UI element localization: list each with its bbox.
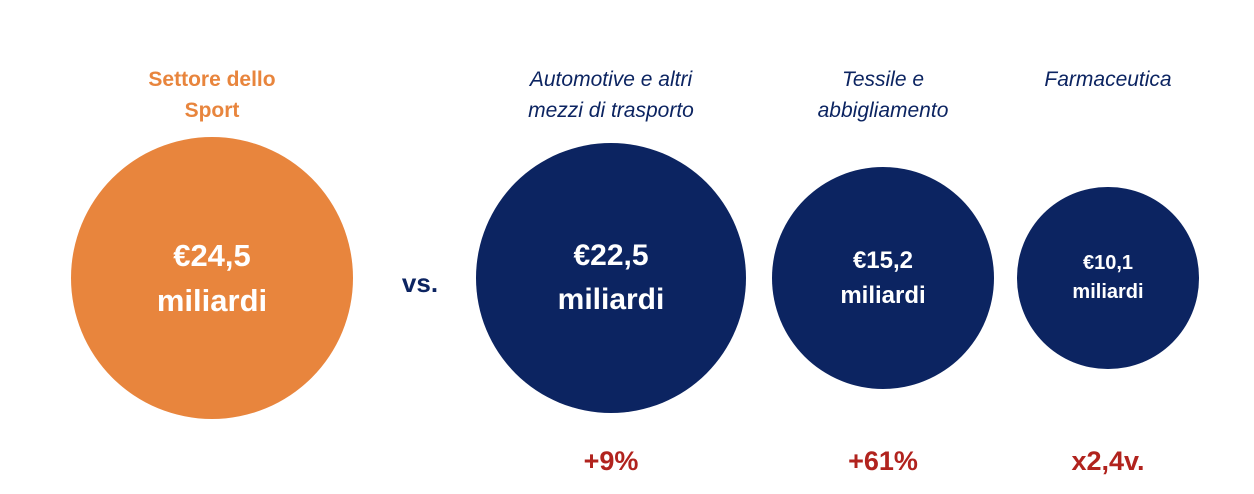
category-label: Settore dello Sport xyxy=(72,64,352,126)
bubble-value: €15,2 xyxy=(852,246,914,274)
bubble-value: €10,1 xyxy=(1082,251,1134,274)
category-label: Tessile e abbigliamento xyxy=(743,64,1023,126)
category-label: Automotive e altri mezzi di trasporto xyxy=(471,64,751,126)
category-label-line: Automotive e altri xyxy=(529,68,693,91)
bubble-value: €24,5 xyxy=(173,238,251,273)
bubble-unit: miliardi xyxy=(156,283,268,318)
bubble-unit: miliardi xyxy=(1072,280,1144,303)
value-bubble: €24,5 miliardi xyxy=(71,137,353,419)
delta-label: +61% xyxy=(848,446,918,476)
category-label-line: Sport xyxy=(184,99,240,122)
category-label-line: Tessile e xyxy=(841,68,925,91)
bubble-value: €22,5 xyxy=(573,238,649,272)
category-label: Farmaceutica xyxy=(968,64,1248,95)
category-label-line: abbigliamento xyxy=(817,99,949,122)
bubble-unit: miliardi xyxy=(840,281,926,309)
comparison-label: vs. xyxy=(401,268,439,298)
category-label-line: Settore dello xyxy=(148,68,276,91)
category-label-line: Farmaceutica xyxy=(1044,68,1172,91)
delta-label: +9% xyxy=(583,446,639,476)
value-bubble: €10,1 miliardi xyxy=(1017,187,1199,369)
delta-label: x2,4v. xyxy=(1071,446,1145,476)
value-bubble: €22,5 miliardi xyxy=(475,142,747,414)
value-bubble: €15,2 miliardi xyxy=(771,166,995,390)
bubble-unit: miliardi xyxy=(557,282,665,316)
category-label-line: mezzi di trasporto xyxy=(528,99,694,122)
